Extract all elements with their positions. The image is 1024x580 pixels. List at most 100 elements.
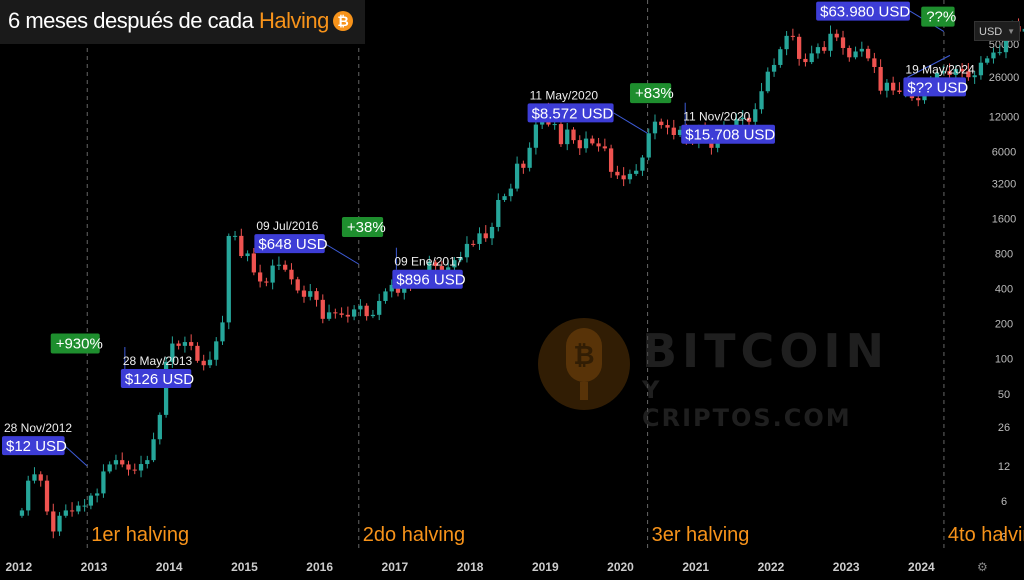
annotation-date: 19 May/2024 xyxy=(905,62,975,76)
candle-body xyxy=(508,188,513,197)
chevron-down-icon: ▼ xyxy=(1007,27,1015,36)
candle-body xyxy=(107,464,112,472)
price-label-box xyxy=(681,124,775,144)
price-label: $?? USD xyxy=(907,79,968,96)
candle-body xyxy=(138,464,144,471)
candle-body xyxy=(19,510,25,516)
x-tick-label: 2023 xyxy=(833,560,860,574)
candle-body xyxy=(822,47,827,51)
candle-body xyxy=(395,284,401,293)
candle-body xyxy=(1022,28,1024,32)
candle-body xyxy=(859,48,864,52)
candle-body xyxy=(458,257,463,261)
candle-body xyxy=(577,140,582,149)
candle-body xyxy=(239,235,244,257)
halving-label: 3er halving xyxy=(652,524,750,546)
candle-body xyxy=(740,117,745,120)
price-label: $8.572 USD xyxy=(532,105,614,122)
candle-body xyxy=(276,264,282,266)
x-tick-label: 2014 xyxy=(156,560,183,574)
candle-body xyxy=(991,52,996,59)
candle-body xyxy=(972,75,977,78)
gain-label: ??% xyxy=(926,9,956,26)
currency-selector[interactable]: USD ▼ xyxy=(974,21,1020,41)
candle-body xyxy=(853,51,858,58)
watermark-logo: ₿ BITCOIN Y CRIPTOS.COM xyxy=(538,318,884,432)
price-label: $63.980 USD xyxy=(820,4,910,21)
x-tick-label: 2012 xyxy=(5,560,32,574)
candle-body xyxy=(113,460,119,465)
candle-body xyxy=(471,243,476,245)
annotation-pointer xyxy=(324,243,360,265)
candle-body xyxy=(953,69,958,75)
candle-body xyxy=(565,129,570,145)
candle-body xyxy=(126,464,131,470)
candle-body xyxy=(496,199,501,227)
candle-body xyxy=(320,299,325,319)
candle-body xyxy=(803,58,808,63)
x-tick-label: 2015 xyxy=(231,560,258,574)
candle-body xyxy=(163,361,169,415)
candle-body xyxy=(884,82,890,91)
candle-body xyxy=(489,226,495,239)
price-label-box xyxy=(903,77,966,97)
candle-body xyxy=(157,414,162,440)
candle-body xyxy=(88,495,94,506)
y-tick-label: 800 xyxy=(995,248,1013,260)
price-label: $15.708 USD xyxy=(685,127,775,144)
gain-label-box xyxy=(629,83,672,104)
y-tick-label: 100 xyxy=(995,354,1013,366)
candle-body xyxy=(226,235,231,323)
candle-body xyxy=(383,291,388,301)
candle-body xyxy=(966,71,971,78)
price-label: $126 USD xyxy=(125,371,194,388)
candle-body xyxy=(602,146,607,149)
candle-body xyxy=(339,313,344,315)
candle-body xyxy=(38,474,43,481)
candle-body xyxy=(264,281,269,283)
candle-body xyxy=(232,235,238,237)
candle-body xyxy=(608,148,614,172)
candle-body xyxy=(82,505,87,507)
candle-body xyxy=(941,71,946,73)
candle-body xyxy=(809,53,814,63)
candle-body xyxy=(377,300,382,315)
candle-body xyxy=(502,196,507,200)
candle-body xyxy=(765,71,770,92)
candle-body xyxy=(734,119,739,131)
bitcoin-icon: ₿ xyxy=(332,11,353,31)
candle-body xyxy=(872,58,877,67)
y-tick-label: 6 xyxy=(1001,496,1007,508)
x-tick-label: 2018 xyxy=(457,560,484,574)
y-tick-label: 200 xyxy=(995,319,1013,331)
annotation-date: 09 Jul/2016 xyxy=(256,219,318,233)
candle-body xyxy=(57,515,62,532)
candle-body xyxy=(590,138,595,144)
y-tick-label: 1600 xyxy=(992,213,1016,225)
candle-body xyxy=(352,309,357,317)
candle-body xyxy=(677,129,683,136)
price-label: $648 USD xyxy=(258,236,327,253)
candle-body xyxy=(69,510,75,512)
gain-label-box xyxy=(341,216,384,237)
candle-body xyxy=(345,314,350,317)
candle-body xyxy=(207,359,213,366)
watermark-line2: Y CRIPTOS.COM xyxy=(642,376,852,432)
settings-gear-icon[interactable]: ⚙ xyxy=(977,560,988,574)
candle-body xyxy=(433,262,438,267)
candle-body xyxy=(778,49,783,65)
candle-body xyxy=(627,173,633,180)
candle-body xyxy=(891,82,896,91)
candle-body xyxy=(44,480,50,512)
candle-body xyxy=(571,129,576,141)
price-label-box xyxy=(816,1,910,21)
title-box: 6 meses después de cada Halving ₿ xyxy=(0,0,365,44)
candle-body xyxy=(790,35,796,37)
price-label-box xyxy=(254,234,325,254)
candle-body xyxy=(389,284,394,292)
watermark-line1: BITCOIN xyxy=(642,324,890,378)
x-tick-label: 2024 xyxy=(908,560,935,574)
candle-body xyxy=(452,260,457,268)
candle-body xyxy=(308,291,313,297)
